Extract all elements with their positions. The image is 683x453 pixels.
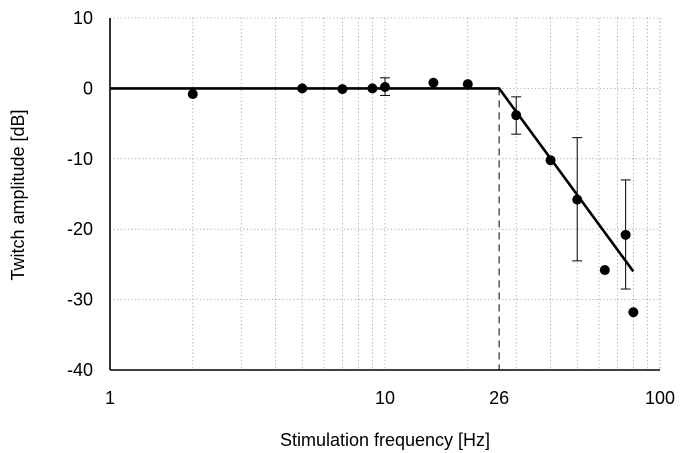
fit-line	[110, 87, 635, 273]
error-bars	[380, 77, 631, 290]
data-point	[599, 265, 610, 276]
y-tick-label: -10	[67, 149, 93, 169]
data-point	[367, 83, 378, 94]
data-point	[187, 89, 198, 100]
data-point	[511, 110, 522, 121]
y-tick-label: 0	[83, 78, 93, 98]
data-point	[620, 229, 631, 240]
y-tick-label: 10	[73, 8, 93, 28]
x-tick-label: 1	[105, 388, 115, 408]
y-tick-label: -40	[67, 360, 93, 380]
y-axis-title: Twitch amplitude [dB]	[8, 109, 28, 280]
x-tick-label: 100	[645, 388, 675, 408]
data-points	[187, 77, 639, 318]
x-tick-label: 10	[375, 388, 395, 408]
x-axis-title: Stimulation frequency [Hz]	[280, 430, 490, 450]
y-tick-label: -20	[67, 219, 93, 239]
x-tick-labels: 1 10 26 100	[105, 388, 675, 408]
y-tick-labels: 10 0 -10 -20 -30 -40	[67, 8, 93, 380]
x-tick-label: 26	[489, 388, 509, 408]
data-point	[380, 81, 390, 92]
data-point	[462, 79, 473, 90]
y-tick-label: -30	[67, 290, 93, 310]
data-point	[297, 83, 308, 94]
data-point	[428, 77, 439, 88]
data-point	[628, 307, 639, 318]
data-point	[545, 155, 556, 166]
data-point	[337, 84, 348, 95]
data-point	[572, 194, 583, 205]
grid	[110, 17, 661, 371]
